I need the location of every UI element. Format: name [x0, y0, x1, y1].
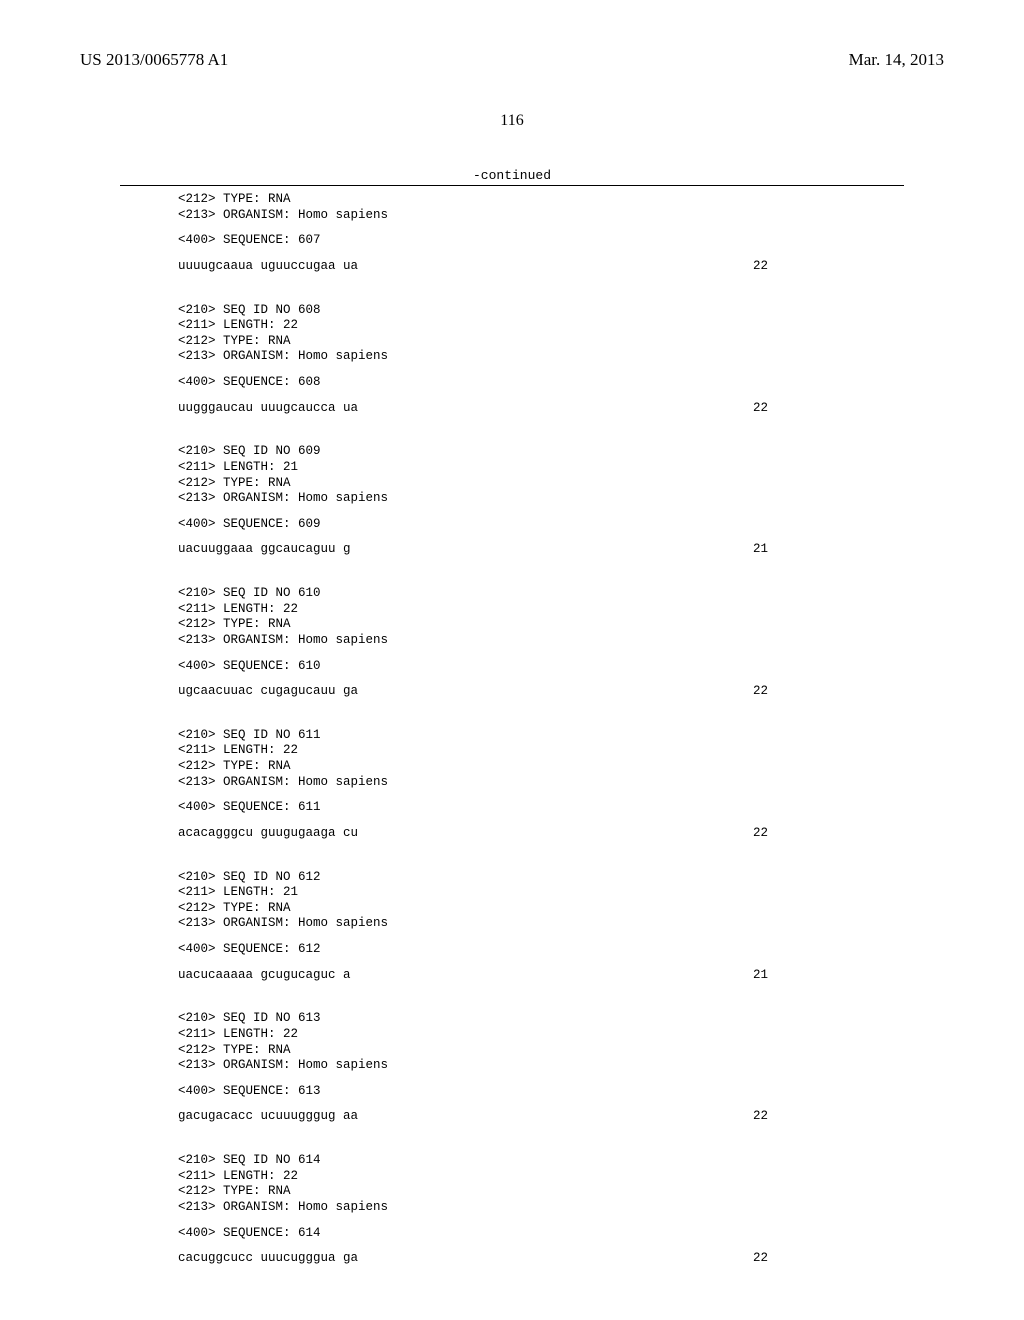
sequence-meta-line: <213> ORGANISM: Homo sapiens: [178, 208, 904, 224]
sequence-data-row: uugggaucau uuugcaucca ua22: [178, 401, 768, 417]
sequence-meta-line: <212> TYPE: RNA: [178, 334, 904, 350]
sequence-length: 22: [753, 684, 768, 700]
publication-number: US 2013/0065778 A1: [80, 50, 228, 70]
page-header: US 2013/0065778 A1 Mar. 14, 2013: [80, 50, 944, 70]
sequence-label: <400> SEQUENCE: 614: [178, 1226, 904, 1242]
sequence-entry: <210> SEQ ID NO 611<211> LENGTH: 22<212>…: [178, 728, 904, 870]
sequence-meta-line: <212> TYPE: RNA: [178, 1043, 904, 1059]
sequence-data-row: acacagggcu guugugaaga cu22: [178, 826, 768, 842]
sequence-data-row: uacucaaaaa gcugucaguc a21: [178, 968, 768, 984]
sequence-meta-line: <211> LENGTH: 22: [178, 602, 904, 618]
sequence-label: <400> SEQUENCE: 607: [178, 233, 904, 249]
sequence-meta-line: <213> ORGANISM: Homo sapiens: [178, 1200, 904, 1216]
sequence-meta-line: <210> SEQ ID NO 610: [178, 586, 904, 602]
sequence-label: <400> SEQUENCE: 610: [178, 659, 904, 675]
sequence-entry: <210> SEQ ID NO 612<211> LENGTH: 21<212>…: [178, 870, 904, 1012]
sequence-entry: <210> SEQ ID NO 614<211> LENGTH: 22<212>…: [178, 1153, 904, 1267]
sequence-meta-line: <213> ORGANISM: Homo sapiens: [178, 1058, 904, 1074]
sequence-data-row: cacuggcucc uuucugggua ga22: [178, 1251, 768, 1267]
sequence-entry: <210> SEQ ID NO 613<211> LENGTH: 22<212>…: [178, 1011, 904, 1153]
sequence-label: <400> SEQUENCE: 612: [178, 942, 904, 958]
sequence-length: 21: [753, 542, 768, 558]
sequence-listing-divider: [120, 185, 904, 186]
sequence-length: 22: [753, 1109, 768, 1125]
sequence-listing-content: <212> TYPE: RNA<213> ORGANISM: Homo sapi…: [80, 192, 944, 1267]
sequence-text: acacagggcu guugugaaga cu: [178, 826, 753, 842]
sequence-entry: <210> SEQ ID NO 610<211> LENGTH: 22<212>…: [178, 586, 904, 728]
sequence-data-row: ugcaacuuac cugagucauu ga22: [178, 684, 768, 700]
sequence-meta-line: <210> SEQ ID NO 608: [178, 303, 904, 319]
sequence-data-row: gacugacacc ucuuugggug aa22: [178, 1109, 768, 1125]
patent-page: US 2013/0065778 A1 Mar. 14, 2013 116 -co…: [0, 0, 1024, 1320]
sequence-meta-line: <212> TYPE: RNA: [178, 192, 904, 208]
sequence-entry: <212> TYPE: RNA<213> ORGANISM: Homo sapi…: [178, 192, 904, 303]
sequence-length: 22: [753, 401, 768, 417]
sequence-meta-line: <211> LENGTH: 22: [178, 743, 904, 759]
sequence-length: 21: [753, 968, 768, 984]
sequence-length: 22: [753, 259, 768, 275]
sequence-text: uacucaaaaa gcugucaguc a: [178, 968, 753, 984]
sequence-meta-line: <210> SEQ ID NO 614: [178, 1153, 904, 1169]
sequence-text: gacugacacc ucuuugggug aa: [178, 1109, 753, 1125]
sequence-meta-line: <213> ORGANISM: Homo sapiens: [178, 349, 904, 365]
sequence-length: 22: [753, 1251, 768, 1267]
sequence-text: cacuggcucc uuucugggua ga: [178, 1251, 753, 1267]
sequence-meta-line: <213> ORGANISM: Homo sapiens: [178, 633, 904, 649]
sequence-meta-line: <211> LENGTH: 22: [178, 1027, 904, 1043]
sequence-meta-line: <212> TYPE: RNA: [178, 617, 904, 633]
publication-date: Mar. 14, 2013: [849, 50, 944, 70]
sequence-label: <400> SEQUENCE: 613: [178, 1084, 904, 1100]
sequence-meta-line: <210> SEQ ID NO 611: [178, 728, 904, 744]
sequence-meta-line: <213> ORGANISM: Homo sapiens: [178, 916, 904, 932]
sequence-meta-line: <211> LENGTH: 22: [178, 318, 904, 334]
sequence-meta-line: <213> ORGANISM: Homo sapiens: [178, 491, 904, 507]
sequence-meta-line: <211> LENGTH: 21: [178, 460, 904, 476]
sequence-meta-line: <211> LENGTH: 22: [178, 1169, 904, 1185]
sequence-text: uugggaucau uuugcaucca ua: [178, 401, 753, 417]
continued-label: -continued: [80, 168, 944, 183]
sequence-meta-line: <212> TYPE: RNA: [178, 759, 904, 775]
sequence-label: <400> SEQUENCE: 611: [178, 800, 904, 816]
sequence-text: uacuuggaaa ggcaucaguu g: [178, 542, 753, 558]
sequence-data-row: uuuugcaaua uguuccugaa ua22: [178, 259, 768, 275]
sequence-meta-line: <211> LENGTH: 21: [178, 885, 904, 901]
sequence-meta-line: <212> TYPE: RNA: [178, 476, 904, 492]
sequence-data-row: uacuuggaaa ggcaucaguu g21: [178, 542, 768, 558]
sequence-label: <400> SEQUENCE: 608: [178, 375, 904, 391]
sequence-meta-line: <210> SEQ ID NO 609: [178, 444, 904, 460]
sequence-meta-line: <210> SEQ ID NO 612: [178, 870, 904, 886]
sequence-text: ugcaacuuac cugagucauu ga: [178, 684, 753, 700]
sequence-entry: <210> SEQ ID NO 609<211> LENGTH: 21<212>…: [178, 444, 904, 586]
sequence-length: 22: [753, 826, 768, 842]
sequence-meta-line: <210> SEQ ID NO 613: [178, 1011, 904, 1027]
sequence-meta-line: <212> TYPE: RNA: [178, 901, 904, 917]
sequence-label: <400> SEQUENCE: 609: [178, 517, 904, 533]
sequence-text: uuuugcaaua uguuccugaa ua: [178, 259, 753, 275]
sequence-meta-line: <212> TYPE: RNA: [178, 1184, 904, 1200]
page-number: 116: [80, 112, 944, 130]
sequence-entry: <210> SEQ ID NO 608<211> LENGTH: 22<212>…: [178, 303, 904, 445]
sequence-meta-line: <213> ORGANISM: Homo sapiens: [178, 775, 904, 791]
